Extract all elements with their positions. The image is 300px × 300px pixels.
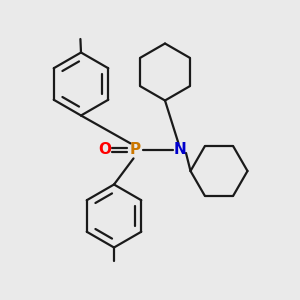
Text: P: P (129, 142, 141, 158)
Text: O: O (98, 142, 112, 158)
Text: N: N (174, 142, 186, 158)
